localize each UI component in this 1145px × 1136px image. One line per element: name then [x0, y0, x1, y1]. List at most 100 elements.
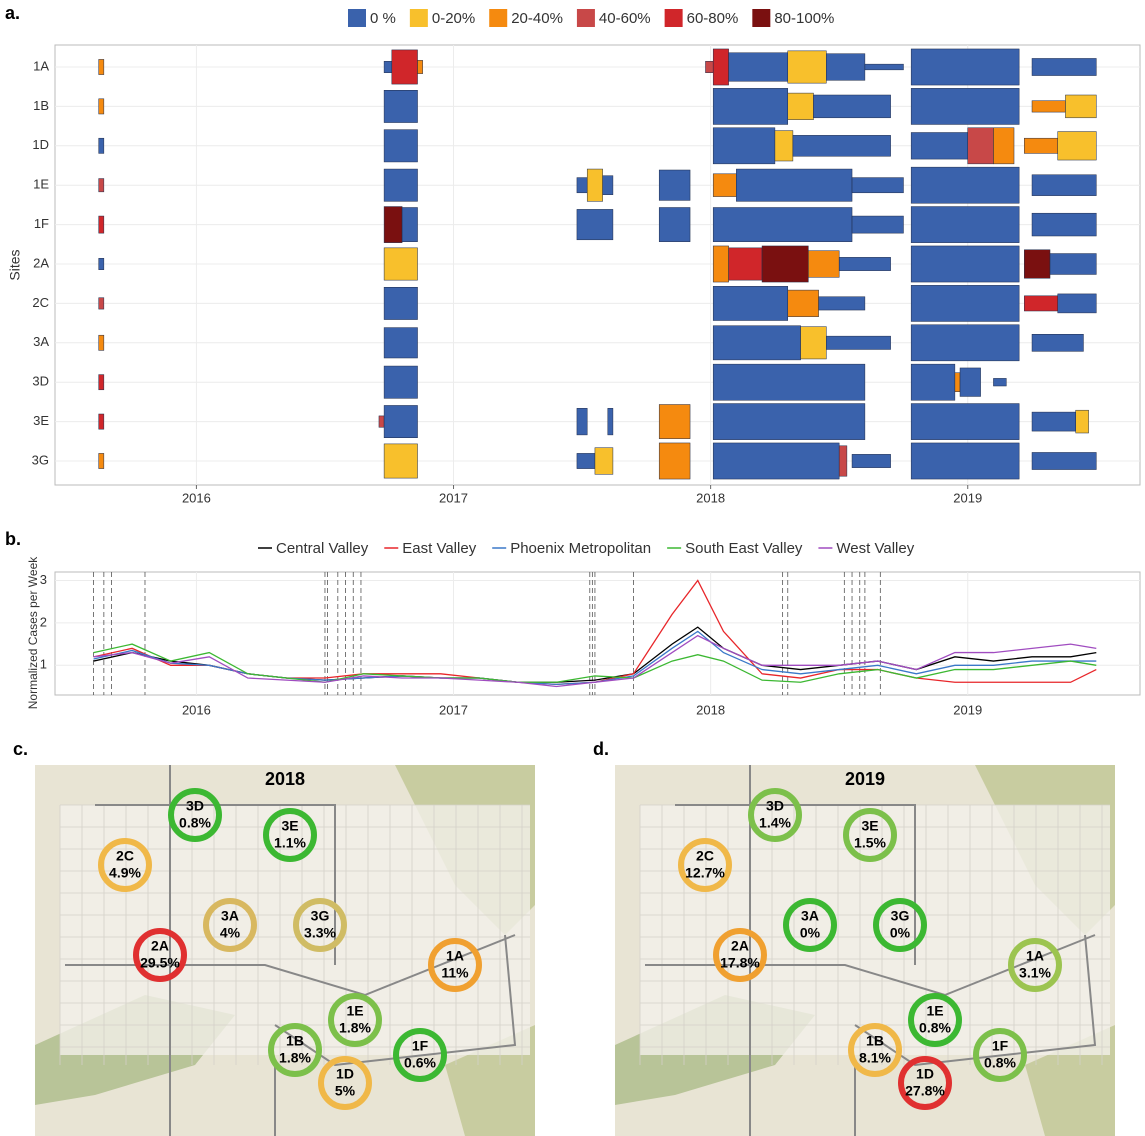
- span-bar: [729, 248, 762, 280]
- span-bar: [911, 49, 1019, 85]
- span-bar: [1032, 175, 1096, 196]
- legend-swatch: [577, 9, 595, 27]
- y-tick-label: 1F: [34, 216, 49, 231]
- span-bar: [659, 443, 690, 479]
- span-bar: [99, 138, 104, 153]
- site-label: 2A: [731, 938, 749, 954]
- span-bar: [1032, 58, 1096, 75]
- span-bar: [826, 336, 890, 349]
- span-bar: [788, 290, 819, 317]
- span-bar: [713, 88, 788, 124]
- value-label: 17.8%: [720, 955, 760, 971]
- span-bar: [384, 366, 417, 398]
- span-bar: [99, 298, 104, 309]
- span-bar: [911, 325, 1019, 361]
- span-bar: [911, 404, 1019, 440]
- site-label: 2C: [696, 848, 714, 864]
- panel-label: c.: [13, 739, 28, 759]
- span-bar: [911, 364, 955, 400]
- legend-label: 40-60%: [599, 10, 651, 27]
- span-bar: [659, 208, 690, 242]
- span-bar: [775, 131, 793, 161]
- value-label: 27.8%: [905, 1083, 945, 1099]
- span-bar: [968, 128, 994, 164]
- value-label: 12.7%: [685, 865, 725, 881]
- span-bar: [826, 54, 865, 81]
- legend-label: 80-100%: [774, 10, 834, 27]
- span-bar: [577, 453, 595, 468]
- span-bar: [793, 135, 891, 156]
- span-bar: [384, 61, 392, 72]
- span-bar: [587, 169, 602, 201]
- legend-swatch: [410, 9, 428, 27]
- y-tick-label: 1D: [32, 137, 49, 152]
- y-tick-label: 3: [40, 572, 47, 587]
- value-label: 11%: [441, 965, 469, 981]
- site-label: 3A: [801, 908, 819, 924]
- value-label: 4%: [220, 925, 241, 941]
- span-bar: [1065, 95, 1096, 118]
- site-label: 3E: [861, 818, 878, 834]
- span-bar: [659, 170, 690, 200]
- site-label: 3G: [891, 908, 910, 924]
- site-label: 1A: [1026, 948, 1044, 964]
- legend-label: East Valley: [402, 540, 476, 557]
- span-bar: [99, 179, 104, 192]
- site-label: 3E: [281, 818, 298, 834]
- panel-label: b.: [5, 529, 21, 549]
- map-title: 2019: [845, 769, 885, 789]
- span-bar: [1058, 132, 1097, 161]
- value-label: 1.8%: [339, 1020, 371, 1036]
- span-bar: [1024, 250, 1050, 279]
- legend-swatch: [348, 9, 366, 27]
- span-bar: [1076, 410, 1089, 433]
- y-tick-label: 3D: [32, 374, 49, 389]
- panel-label: d.: [593, 739, 609, 759]
- site-label: 3D: [186, 798, 204, 814]
- site-label: 1F: [412, 1038, 429, 1054]
- site-label: 1B: [286, 1033, 304, 1049]
- x-tick-label: 2019: [953, 490, 982, 505]
- value-label: 0.8%: [179, 815, 211, 831]
- span-bar: [99, 414, 104, 429]
- y-tick-label: 1E: [33, 177, 49, 192]
- y-tick-label: 1B: [33, 98, 49, 113]
- value-label: 3.1%: [1019, 965, 1051, 981]
- span-bar: [379, 416, 384, 427]
- span-bar: [960, 368, 981, 397]
- span-bar: [705, 61, 713, 72]
- span-bar: [839, 446, 847, 476]
- y-tick-label: 2: [40, 614, 47, 629]
- y-axis-title: Normalized Cases per Week: [26, 556, 40, 710]
- span-bar: [852, 178, 903, 193]
- site-label: 1F: [992, 1038, 1009, 1054]
- span-bar: [1050, 254, 1096, 275]
- span-bar: [713, 128, 775, 164]
- span-bar: [1032, 412, 1076, 431]
- site-label: 2C: [116, 848, 134, 864]
- span-bar: [819, 297, 865, 310]
- span-bar: [384, 444, 417, 478]
- span-bar: [384, 169, 417, 201]
- span-bar: [788, 93, 814, 120]
- span-bar: [418, 60, 423, 73]
- map-title: 2018: [265, 769, 305, 789]
- span-bar: [911, 285, 1019, 321]
- span-bar: [384, 248, 417, 280]
- legend-swatch: [489, 9, 507, 27]
- value-label: 8.1%: [859, 1050, 891, 1066]
- y-tick-label: 3A: [33, 334, 49, 349]
- span-bar: [1032, 213, 1096, 236]
- span-bar: [384, 207, 402, 243]
- span-bar: [1032, 334, 1083, 351]
- span-bar: [713, 246, 728, 282]
- span-bar: [993, 378, 1006, 386]
- span-bar: [713, 208, 852, 242]
- span-bar: [911, 88, 1019, 124]
- span-bar: [608, 408, 613, 435]
- value-label: 0%: [800, 925, 821, 941]
- site-label: 3A: [221, 908, 239, 924]
- x-tick-label: 2017: [439, 702, 468, 717]
- site-label: 3D: [766, 798, 784, 814]
- span-bar: [713, 174, 736, 197]
